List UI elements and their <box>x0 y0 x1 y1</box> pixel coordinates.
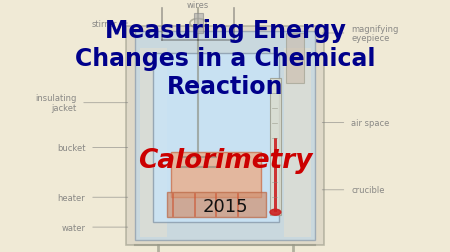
Bar <box>274 138 277 212</box>
Text: air space: air space <box>351 119 389 128</box>
Text: magnifying
eyepiece: magnifying eyepiece <box>351 24 398 43</box>
Circle shape <box>270 209 281 215</box>
Bar <box>153 54 279 222</box>
Text: stirrer: stirrer <box>91 19 117 28</box>
Text: insulating
jacket: insulating jacket <box>35 94 76 113</box>
Bar <box>284 49 310 237</box>
Bar <box>126 26 324 244</box>
Text: crucible: crucible <box>351 185 384 195</box>
Bar <box>140 49 166 237</box>
Bar <box>171 153 261 198</box>
Bar <box>166 193 266 217</box>
Text: Calorimetry: Calorimetry <box>138 148 312 174</box>
Bar <box>194 14 202 34</box>
Bar <box>270 78 281 215</box>
Bar <box>286 34 304 83</box>
Bar <box>135 32 315 240</box>
Text: 2015: 2015 <box>202 198 248 215</box>
Text: bucket: bucket <box>57 143 86 152</box>
Text: wires: wires <box>187 1 209 10</box>
Text: Measuring Energy
Changes in a Chemical
Reaction: Measuring Energy Changes in a Chemical R… <box>75 19 375 98</box>
Text: water: water <box>62 223 86 232</box>
Text: heater: heater <box>58 193 86 202</box>
